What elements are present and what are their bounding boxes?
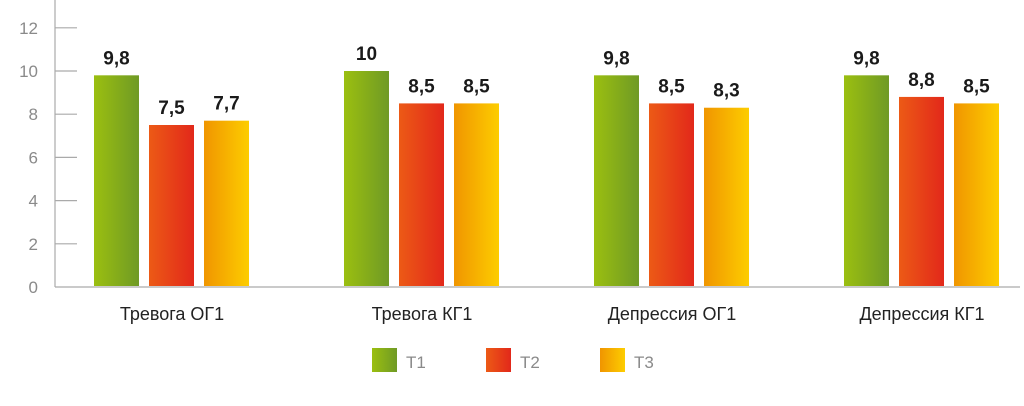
category-label: Депрессия КГ1 (859, 304, 984, 324)
y-tick-label: 0 (29, 278, 38, 297)
data-label: 8,5 (963, 76, 990, 97)
bar-t3 (204, 120, 249, 287)
bar-t2 (899, 96, 944, 286)
y-tick-label: 12 (19, 19, 38, 38)
legend-swatch-t3 (600, 348, 625, 372)
bar-t1 (94, 75, 139, 286)
data-label: 9,8 (103, 48, 129, 69)
data-label: 9,8 (853, 48, 879, 69)
data-label: 7,5 (158, 98, 185, 119)
data-label: 10 (356, 44, 377, 65)
category-label: Депрессия ОГ1 (608, 304, 737, 324)
bar-t1 (594, 75, 639, 286)
y-tick-label: 2 (29, 235, 38, 254)
data-label: 8,5 (463, 76, 490, 97)
bar-t3 (954, 103, 999, 287)
bar-t2 (649, 103, 694, 287)
data-label: 8,3 (713, 81, 739, 102)
data-label: 8,5 (408, 76, 435, 97)
bar-t3 (704, 107, 749, 286)
y-tick-label: 8 (29, 105, 38, 124)
category-label: Тревога ОГ1 (120, 304, 224, 324)
data-label: 8,5 (658, 76, 685, 97)
bar-t3 (454, 103, 499, 287)
category-label: Тревога КГ1 (372, 304, 473, 324)
y-tick-label: 6 (29, 148, 38, 167)
data-label: 8,8 (908, 70, 934, 91)
bar-t1 (844, 75, 889, 286)
y-tick-label: 10 (19, 62, 38, 81)
legend-label: T1 (406, 353, 426, 372)
legend-label: T3 (634, 353, 654, 372)
bar-t1 (344, 71, 389, 286)
legend-label: T2 (520, 353, 540, 372)
legend-swatch-t1 (372, 348, 397, 372)
bar-t2 (399, 103, 444, 287)
bar-t2 (149, 125, 194, 286)
data-label: 7,7 (213, 94, 239, 115)
y-tick-label: 4 (29, 192, 38, 211)
data-label: 9,8 (603, 48, 629, 69)
legend-swatch-t2 (486, 348, 511, 372)
